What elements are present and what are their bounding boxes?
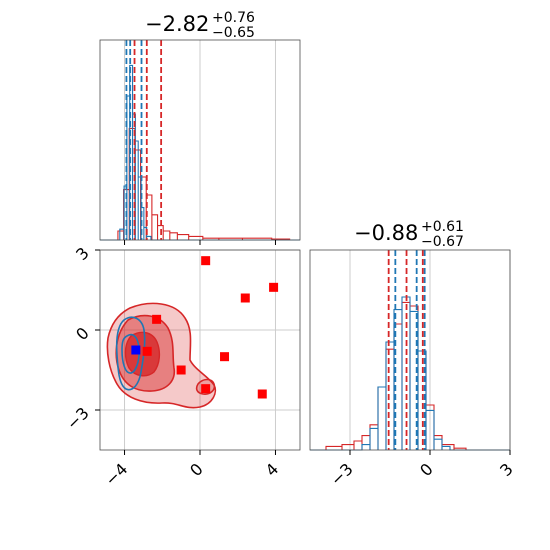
x-tick-label-param1: −4 <box>101 459 131 489</box>
scatter-panel <box>99 249 301 451</box>
hist2-frame <box>309 249 511 451</box>
scatter-point-red <box>240 293 250 303</box>
scatter-points-red <box>142 256 279 399</box>
hist-panel-param1 <box>99 39 301 241</box>
density-contours <box>106 302 217 409</box>
scatter-point-red <box>201 256 211 266</box>
scatter-point-blue <box>131 345 141 355</box>
hist2-quantiles <box>387 250 426 450</box>
x-tick-label-param1: 0 <box>186 459 207 480</box>
hist2-blue-series <box>310 296 510 451</box>
title-param2-upper: +0.61 <box>421 219 464 235</box>
hist2-bars <box>310 296 510 451</box>
contour-red-outer <box>106 302 217 409</box>
scatter-point-red <box>152 314 162 324</box>
scatter-point-red <box>269 282 279 292</box>
title-param2-value: −0.88 <box>354 221 418 245</box>
x-tick-label-param2: −3 <box>327 459 357 489</box>
title-param1-value: −2.82 <box>145 12 209 36</box>
hist-panel-param2 <box>309 249 511 451</box>
title-param2-lower: −0.67 <box>421 234 464 250</box>
contour-red-inner <box>124 331 161 377</box>
scatter-point-red <box>257 389 267 399</box>
title-param1-upper: +0.76 <box>212 10 255 26</box>
scatter-point-red <box>142 346 152 356</box>
hist2-grid <box>349 250 511 450</box>
scatter-point-red <box>201 384 211 394</box>
y-tick-label-param2: 3 <box>72 243 93 264</box>
x-tick-label-param2: 0 <box>416 459 437 480</box>
contour-blue-outer <box>115 316 146 391</box>
title-param1-lower: −0.65 <box>212 25 255 41</box>
x-tick-label-param2: 3 <box>496 459 517 480</box>
x-tick-label-param1: 4 <box>262 459 283 480</box>
hist1-quantiles <box>125 40 163 240</box>
scatter-point-red <box>220 352 230 362</box>
y-tick-label-param2: −3 <box>63 403 93 433</box>
scatter-point-red <box>176 365 186 375</box>
scatter-points-blue <box>131 345 141 355</box>
contour-blue-inner <box>121 333 140 374</box>
y-tick-label-param2: 0 <box>72 323 93 344</box>
